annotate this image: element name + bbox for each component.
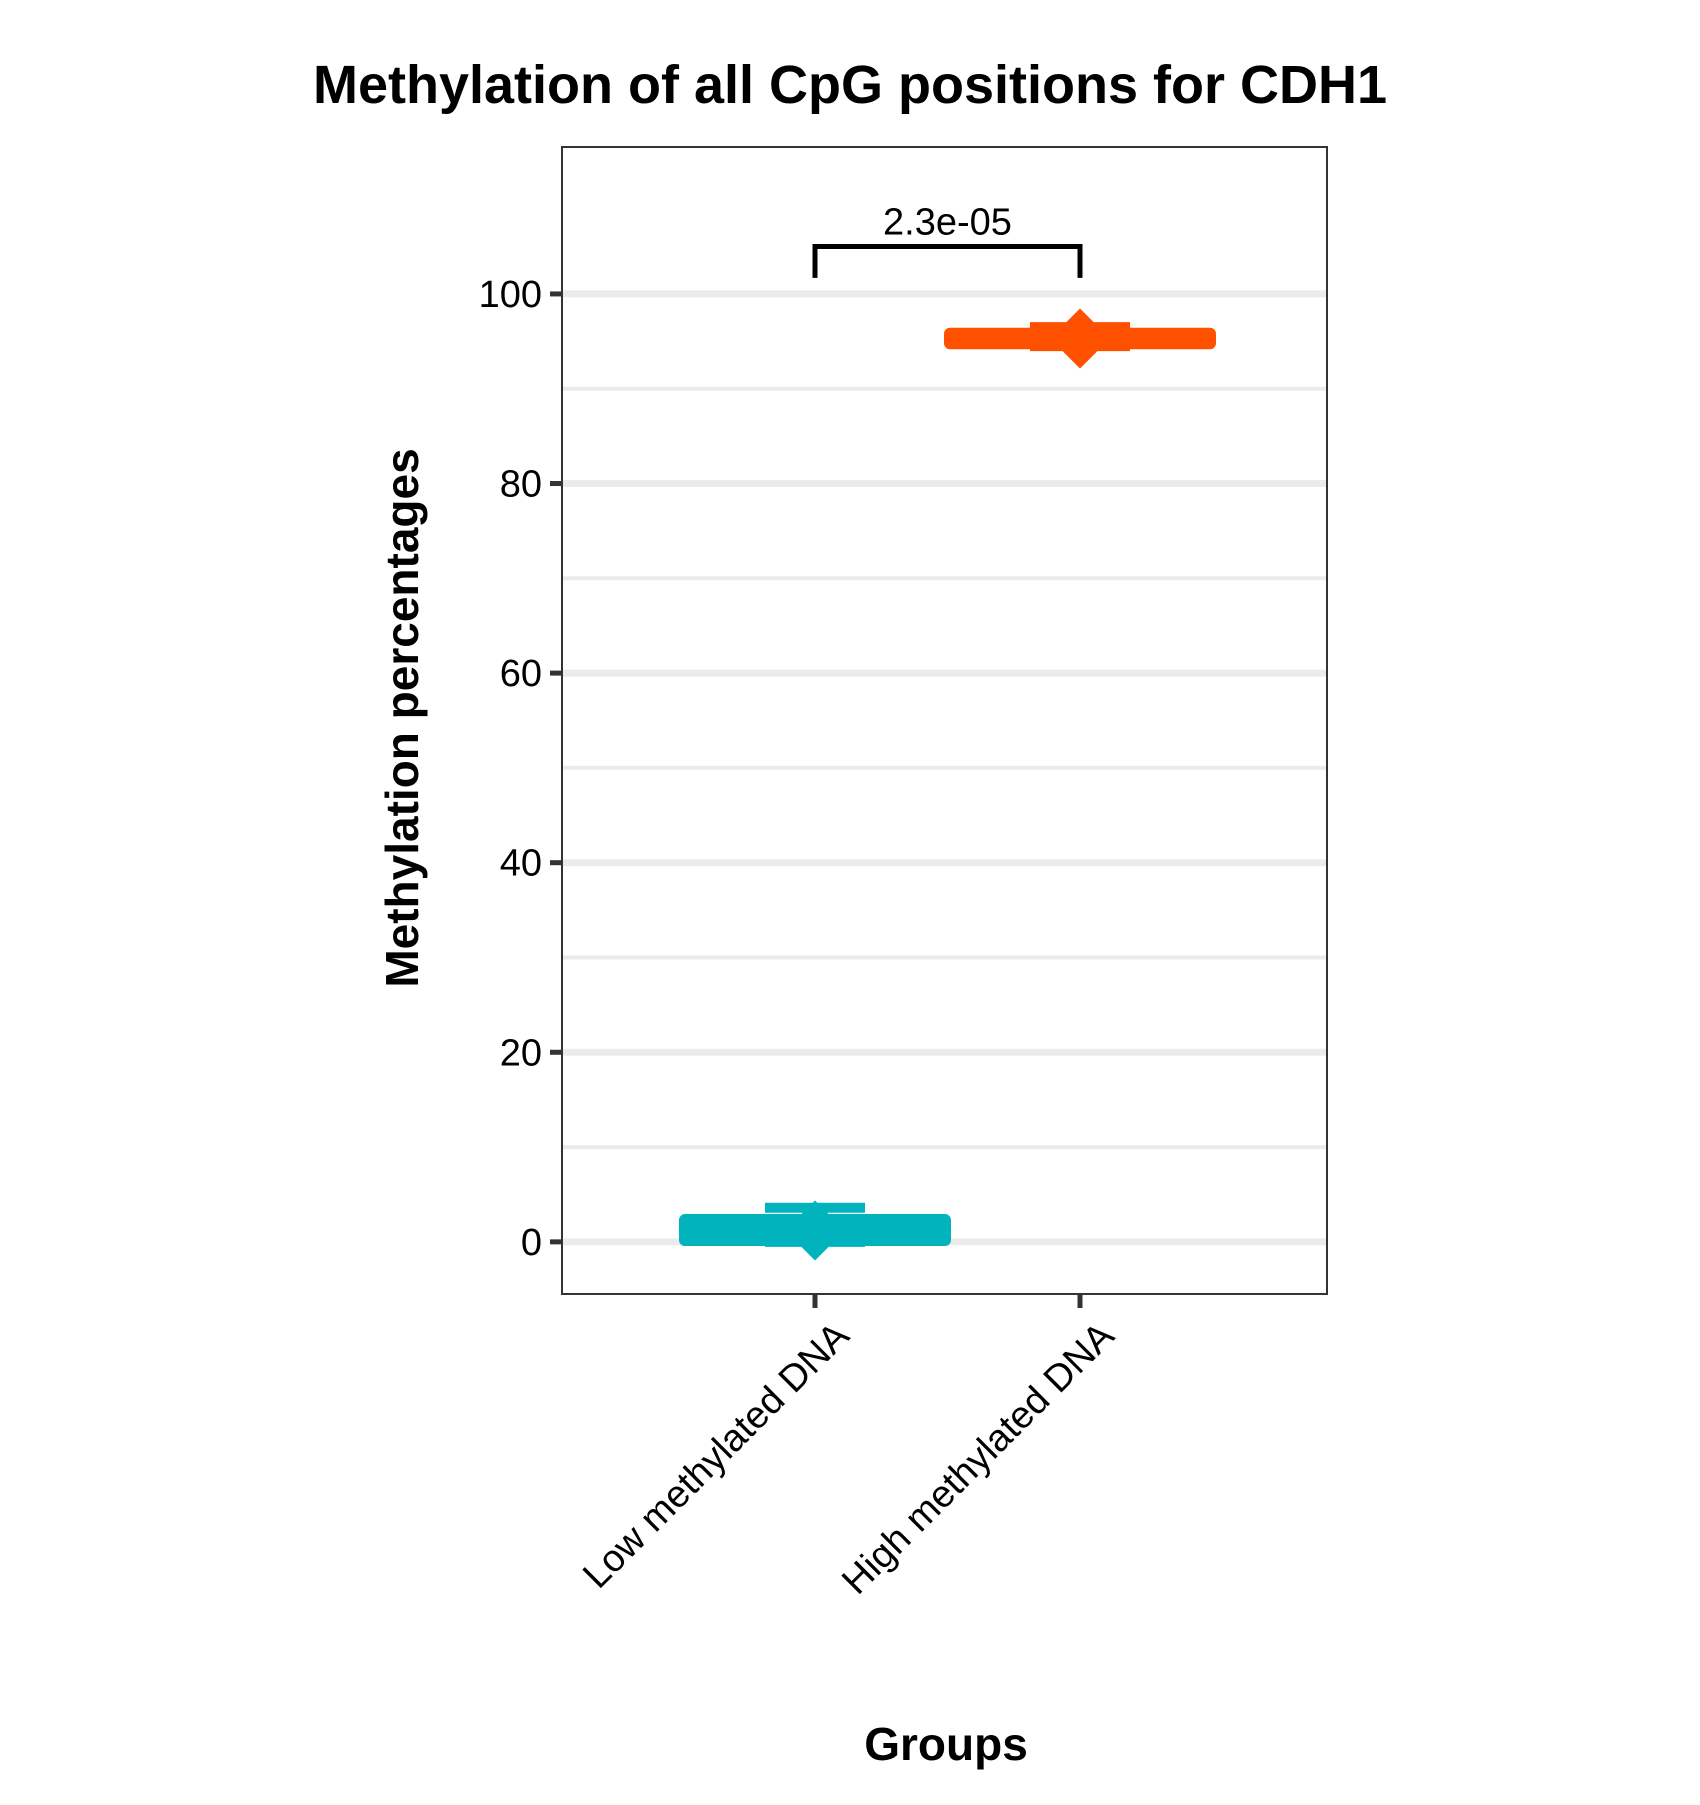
y-tick-label: 0 [521,1222,542,1264]
mean-marker [1050,308,1110,369]
annotation-layer: 2.3e-05 [812,202,1083,278]
box-group [679,1200,951,1261]
x-tick-label: Low methylated DNA [575,1314,858,1597]
chart-title: Methylation of all CpG positions for CDH… [313,55,1387,115]
y-tick-label: 60 [500,653,542,695]
x-tick-label: High methylated DNA [834,1314,1123,1603]
x-axis-title: Groups [864,1718,1028,1770]
marks-layer [679,308,1216,1261]
y-tick-label: 80 [500,464,542,506]
y-tick-label: 100 [479,274,542,316]
box-group [944,308,1216,369]
y-axis-title: Methylation percentages [376,448,428,987]
plot-panel-border [561,146,1328,1295]
y-tick-label: 20 [500,1032,542,1074]
p-value-label: 2.3e-05 [883,202,1012,244]
y-tick-label: 40 [500,843,542,885]
mean-marker [785,1200,845,1261]
significance-bracket [812,244,1083,278]
grid-layer [562,290,1327,1246]
